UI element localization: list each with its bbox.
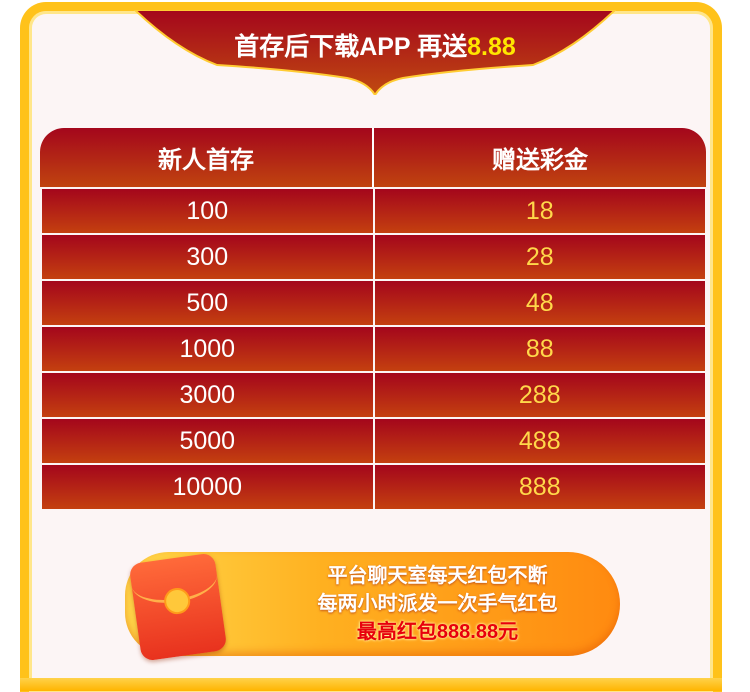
deposit-cell: 300	[42, 235, 373, 279]
table-row: 100 18	[42, 189, 705, 233]
deposit-cell: 5000	[42, 419, 373, 463]
promo-line-3: 最高红包888.88元	[356, 621, 519, 643]
banner-highlight: 8.88	[467, 33, 516, 61]
bonus-table: 新人首存 赠送彩金 100 18 300 28 500 48 1000 88 3000 288 50…	[40, 128, 706, 509]
deposit-cell: 10000	[42, 465, 373, 509]
table-row: 1000 88	[42, 327, 705, 371]
table-header: 新人首存 赠送彩金	[40, 128, 706, 187]
table-row: 300 28	[42, 235, 705, 279]
bonus-cell: 28	[374, 235, 705, 279]
deposit-cell: 500	[42, 281, 373, 325]
frame-bottom	[20, 678, 722, 691]
red-envelope-icon	[128, 552, 228, 662]
table-row: 10000 888	[42, 465, 705, 509]
promo-line-1: 平台聊天室每天红包不断	[327, 565, 548, 587]
title-banner: 首存后下载APP 再送8.88	[133, 10, 617, 95]
bonus-cell: 288	[374, 373, 705, 417]
bonus-cell: 88	[374, 327, 705, 371]
deposit-cell: 1000	[42, 327, 373, 371]
bonus-cell: 48	[374, 281, 705, 325]
table-row: 500 48	[42, 281, 705, 325]
deposit-cell: 3000	[42, 373, 373, 417]
promo-banner: 平台聊天室每天红包不断 每两小时派发一次手气红包 最高红包888.88元	[125, 552, 620, 662]
header-bonus: 赠送彩金	[492, 147, 588, 174]
bonus-cell: 488	[374, 419, 705, 463]
deposit-cell: 100	[42, 189, 373, 233]
header-deposit: 新人首存	[40, 128, 374, 187]
promo-line-2: 每两小时派发一次手气红包	[317, 593, 558, 615]
table-row: 3000 288	[42, 373, 705, 417]
bonus-cell: 18	[374, 189, 705, 233]
bonus-cell: 888	[374, 465, 705, 509]
table-row: 5000 488	[42, 419, 705, 463]
banner-title: 首存后下载APP 再送	[234, 33, 468, 61]
